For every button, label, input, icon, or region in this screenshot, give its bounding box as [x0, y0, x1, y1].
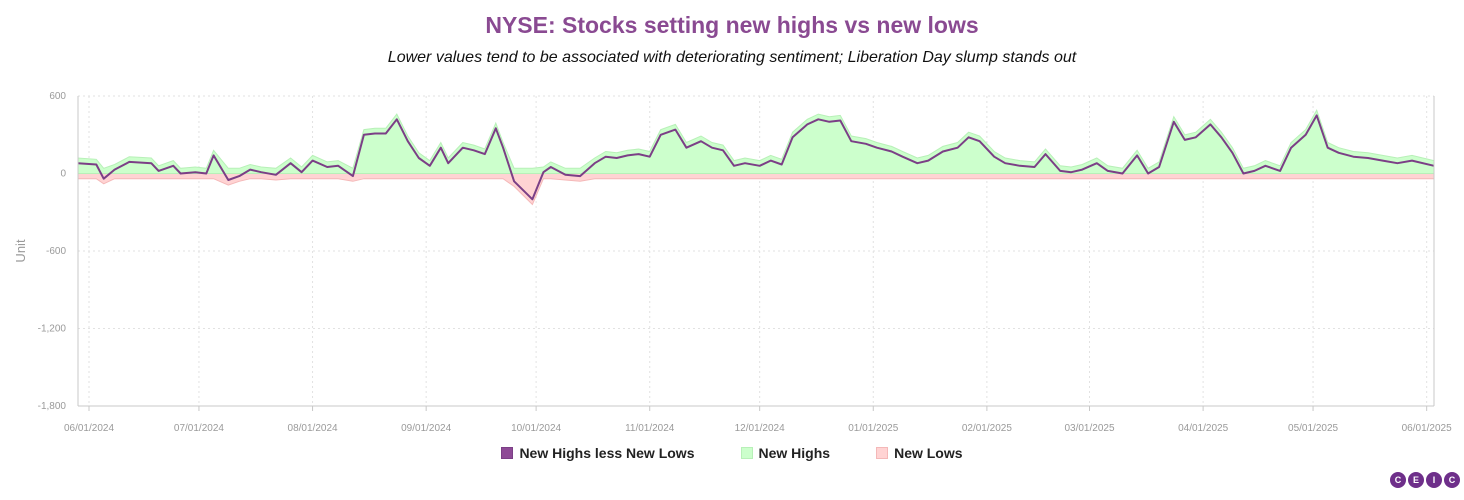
x-tick-label: 08/01/2024: [288, 423, 338, 434]
legend-label-highs: New Highs: [758, 445, 831, 461]
x-tick-label: 05/01/2025: [1288, 423, 1338, 434]
legend-item-net[interactable]: New Highs less New Lows: [501, 445, 695, 461]
legend-item-highs[interactable]: New Highs: [740, 445, 831, 461]
logo-letter: C: [1444, 472, 1460, 488]
brand-logo: C E I C: [1390, 472, 1460, 488]
legend-swatch-net: [501, 447, 514, 459]
logo-letter: I: [1426, 472, 1442, 488]
x-tick-label: 06/01/2024: [64, 423, 114, 434]
new-highs-area-layer: [77, 108, 1435, 174]
x-tick-label: 04/01/2025: [1178, 423, 1228, 434]
net-highs-lows-line: [77, 114, 1435, 201]
legend-label-net: New Highs less New Lows: [519, 445, 695, 461]
x-tick-label: 02/01/2025: [962, 423, 1012, 434]
new-lows-area-layer: [77, 173, 1435, 206]
axis-layer: 600 0 -600 -1,200 -1,800 06/01/2024 07/01/2024…: [38, 91, 1452, 434]
x-tick-label: 01/01/2025: [848, 423, 898, 434]
y-axis-label: Unit: [13, 239, 28, 263]
logo-letter: C: [1390, 472, 1406, 488]
x-tick-label: 09/01/2024: [401, 423, 451, 434]
new-lows-area: [77, 173, 1435, 206]
logo-letter: E: [1408, 472, 1424, 488]
y-tick-label: 600: [49, 91, 66, 102]
legend-swatch-highs: [740, 447, 753, 459]
chart-title: NYSE: Stocks setting new highs vs new lo…: [485, 12, 979, 38]
chart-canvas: 600 0 -600 -1,200 -1,800 06/01/2024 07/01/2024…: [13, 91, 1452, 434]
x-tick-label: 06/01/2025: [1402, 423, 1452, 434]
y-tick-label: 0: [60, 169, 66, 180]
grid-layer: [78, 95, 1434, 407]
x-tick-label: 10/01/2024: [511, 423, 561, 434]
legend-label-lows: New Lows: [894, 445, 963, 461]
legend-swatch-lows: [876, 447, 889, 459]
x-tick-label: 07/01/2024: [174, 423, 224, 434]
y-tick-label: -600: [46, 246, 66, 257]
chart-legend: New Highs less New Lows New Highs New Lo…: [0, 445, 1464, 461]
legend-item-lows[interactable]: New Lows: [876, 445, 963, 461]
y-tick-label: -1,200: [38, 324, 67, 335]
x-tick-label: 12/01/2024: [735, 423, 785, 434]
net-line-layer: [77, 114, 1435, 201]
x-tick-label: 11/01/2024: [625, 423, 675, 434]
x-tick-label: 03/01/2025: [1064, 423, 1114, 434]
new-highs-area: [77, 108, 1435, 174]
y-tick-label: -1,800: [38, 401, 67, 412]
chart-subtitle: Lower values tend to be associated with …: [387, 49, 1077, 66]
